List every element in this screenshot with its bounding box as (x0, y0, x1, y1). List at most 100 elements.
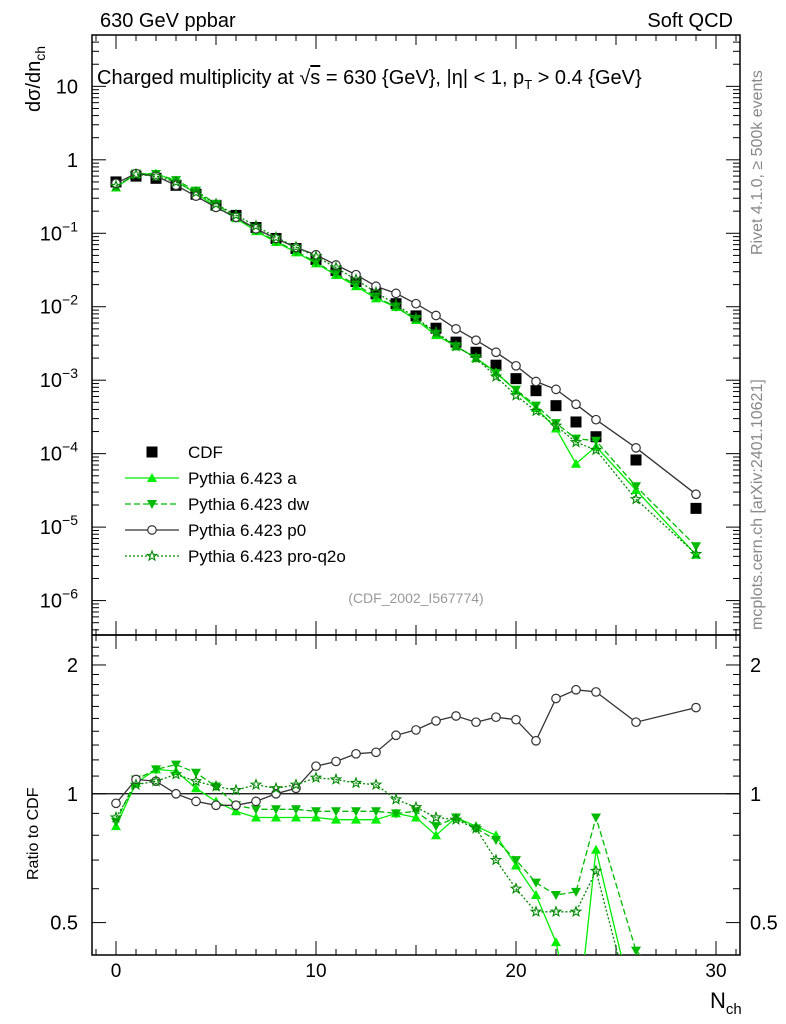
ratio-point-q2o (329, 772, 343, 785)
ratio-point-p0 (391, 730, 401, 741)
ratio-point-a (431, 830, 441, 840)
ratio-point-a (531, 890, 541, 900)
data-point-p0 (691, 489, 701, 500)
legend-marker-a (147, 473, 157, 482)
ratio-point-dw (291, 805, 301, 815)
legend-label-dw: Pythia 6.423 dw (188, 495, 310, 514)
data-point-p0 (471, 335, 481, 346)
data-point-p0 (451, 323, 461, 334)
ratio-point-dw (391, 809, 401, 819)
legend-item-cdf: CDF (146, 443, 223, 462)
ratio-point-p0 (231, 800, 241, 811)
ratio-line-dw (115, 763, 641, 955)
ratio-point-p0 (571, 684, 581, 695)
ratio-point-p0 (591, 687, 601, 697)
ratio-point-q2o (469, 821, 483, 834)
ratio-y-tick-label-right: 2 (750, 655, 761, 677)
ratio-point-q2o (229, 783, 243, 796)
ratio-point-p0 (371, 747, 381, 758)
ratio-point-p0 (431, 716, 441, 726)
y-tick-label: 10−4 (40, 439, 78, 466)
data-point-cdf (510, 373, 522, 385)
y-axis-label: dσ/dnch (23, 46, 48, 112)
ratio-point-dw (571, 887, 581, 897)
y-tick-label: 10−2 (40, 292, 78, 319)
data-point-q2o (469, 351, 483, 364)
data-point-q2o (289, 240, 303, 253)
ratio-point-q2o (129, 778, 143, 791)
ratio-point-q2o (369, 778, 383, 791)
ratio-point-q2o (509, 882, 523, 895)
data-point-p0 (411, 298, 421, 309)
y-tick-label: 1 (67, 150, 78, 172)
y-tick-label: 10 (56, 76, 78, 98)
data-point-q2o (689, 547, 703, 560)
data-point-a (571, 458, 581, 468)
ratio-point-dw (511, 856, 521, 866)
data-point-q2o (329, 261, 343, 273)
x-tick-label: 0 (111, 961, 122, 982)
rivet-version-label: Rivet 4.1.0, ≥ 500k events (749, 70, 766, 255)
ratio-point-dw (351, 807, 361, 817)
ratio-y-tick-label: 1 (67, 784, 78, 806)
x-tick-label: 10 (305, 961, 326, 982)
data-point-q2o (409, 311, 423, 324)
data-point-dw (331, 269, 341, 279)
data-point-cdf (530, 385, 542, 397)
ratio-point-a (271, 812, 281, 822)
ratio-series-q2o (109, 767, 619, 955)
ratio-point-a (231, 806, 241, 816)
data-point-q2o (269, 230, 283, 243)
ratio-point-q2o (429, 810, 443, 823)
y-tick-label: 10−6 (40, 586, 78, 613)
data-point-p0 (511, 360, 521, 371)
data-point-dw (491, 369, 501, 379)
y-tick-label: 10−1 (40, 218, 78, 245)
ratio-y-tick-label-right: 1 (750, 784, 761, 806)
data-point-q2o (489, 369, 503, 382)
data-point-q2o (549, 419, 563, 432)
data-point-q2o (249, 219, 263, 232)
ratio-line-a (115, 768, 622, 955)
data-point-cdf (690, 502, 702, 514)
data-point-q2o (589, 443, 603, 456)
ratio-point-dw (271, 805, 281, 815)
ratio-point-q2o (549, 905, 563, 918)
legend-marker-dw (147, 500, 157, 509)
data-point-q2o (509, 388, 523, 401)
ratio-point-a (591, 844, 601, 854)
x-axis-label: Nch (710, 988, 742, 1018)
ratio-point-q2o (309, 771, 323, 784)
main-plot-frame (91, 34, 741, 636)
data-point-p0 (391, 288, 401, 299)
legend-label-p0: Pythia 6.423 p0 (188, 521, 306, 540)
mcplots-label: mcplots.cern.ch [arXiv:2401.10621] (749, 379, 766, 630)
ratio-point-p0 (491, 712, 501, 723)
ratio-point-dw (171, 760, 181, 770)
data-point-dw (691, 542, 701, 552)
ratio-point-q2o (349, 776, 363, 789)
series-line-dw (115, 172, 697, 547)
y-tick-label: 10−5 (40, 512, 78, 539)
plot-title: Charged multiplicity at √s = 630 {GeV}, … (97, 67, 642, 92)
series-dw (111, 169, 701, 552)
ratio-point-p0 (111, 798, 121, 809)
data-point-p0 (551, 384, 561, 395)
ratio-point-dw (191, 768, 201, 778)
data-point-dw (551, 419, 561, 429)
data-point-dw (631, 482, 641, 492)
data-point-p0 (631, 442, 641, 453)
data-point-q2o (429, 325, 443, 338)
ratio-point-q2o (269, 781, 283, 794)
data-point-q2o (569, 435, 583, 448)
ratio-point-dw (151, 765, 161, 775)
ratio-y-axis-label: Ratio to CDF (25, 787, 42, 880)
header-right: Soft QCD (647, 10, 733, 32)
ratio-y-tick-label: 0.5 (50, 913, 78, 935)
data-point-q2o (529, 404, 543, 417)
ratio-point-a (411, 812, 421, 822)
ratio-point-p0 (411, 725, 421, 735)
data-point-cdf (630, 454, 642, 466)
ratio-point-p0 (531, 735, 541, 746)
ratio-point-q2o (249, 778, 263, 791)
